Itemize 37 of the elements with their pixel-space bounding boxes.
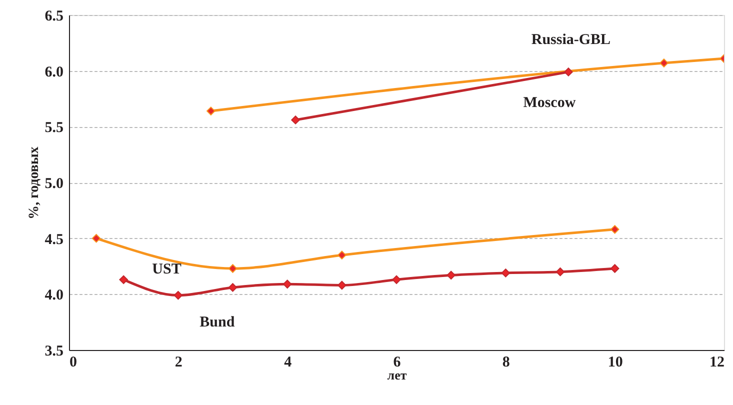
x-tick-label: 6 bbox=[393, 354, 402, 370]
y-axis-title: %, годовых bbox=[26, 146, 42, 220]
point bbox=[228, 283, 238, 292]
point bbox=[92, 234, 101, 243]
series-label: Moscow bbox=[523, 94, 576, 111]
y-tick-label: 6.0 bbox=[44, 64, 64, 80]
point bbox=[291, 116, 300, 124]
x-tick-label: 2 bbox=[174, 354, 182, 370]
y-tick-label: 4.0 bbox=[44, 288, 64, 304]
y-tick-label: 4.5 bbox=[44, 232, 64, 248]
point bbox=[610, 264, 620, 273]
point bbox=[610, 225, 620, 234]
point bbox=[338, 280, 346, 290]
point bbox=[392, 275, 401, 284]
point bbox=[446, 270, 456, 280]
point bbox=[119, 275, 128, 284]
x-tick-label: 10 bbox=[608, 354, 623, 370]
series-label: UST bbox=[152, 261, 182, 278]
y-tick-label: 3.5 bbox=[44, 344, 64, 360]
x-tick-label: 0 bbox=[70, 354, 77, 370]
y-tick-label: 5.0 bbox=[44, 176, 64, 192]
point bbox=[228, 264, 238, 273]
point bbox=[501, 268, 510, 278]
point bbox=[660, 58, 668, 68]
point bbox=[282, 280, 292, 288]
point bbox=[206, 106, 216, 116]
x-axis-title: лет bbox=[387, 368, 408, 382]
point bbox=[564, 68, 573, 76]
y-tick-label: 5.5 bbox=[44, 120, 64, 136]
x-tick-label: 4 bbox=[284, 354, 292, 370]
point bbox=[556, 267, 565, 276]
y-tick-label: 6.5 bbox=[44, 8, 64, 24]
x-tick-label: 8 bbox=[502, 354, 510, 370]
point bbox=[338, 250, 346, 260]
series-label: Russia-GBL bbox=[531, 32, 611, 48]
x-tick-label: 12 bbox=[710, 354, 724, 370]
series-label: Bund bbox=[200, 314, 236, 330]
